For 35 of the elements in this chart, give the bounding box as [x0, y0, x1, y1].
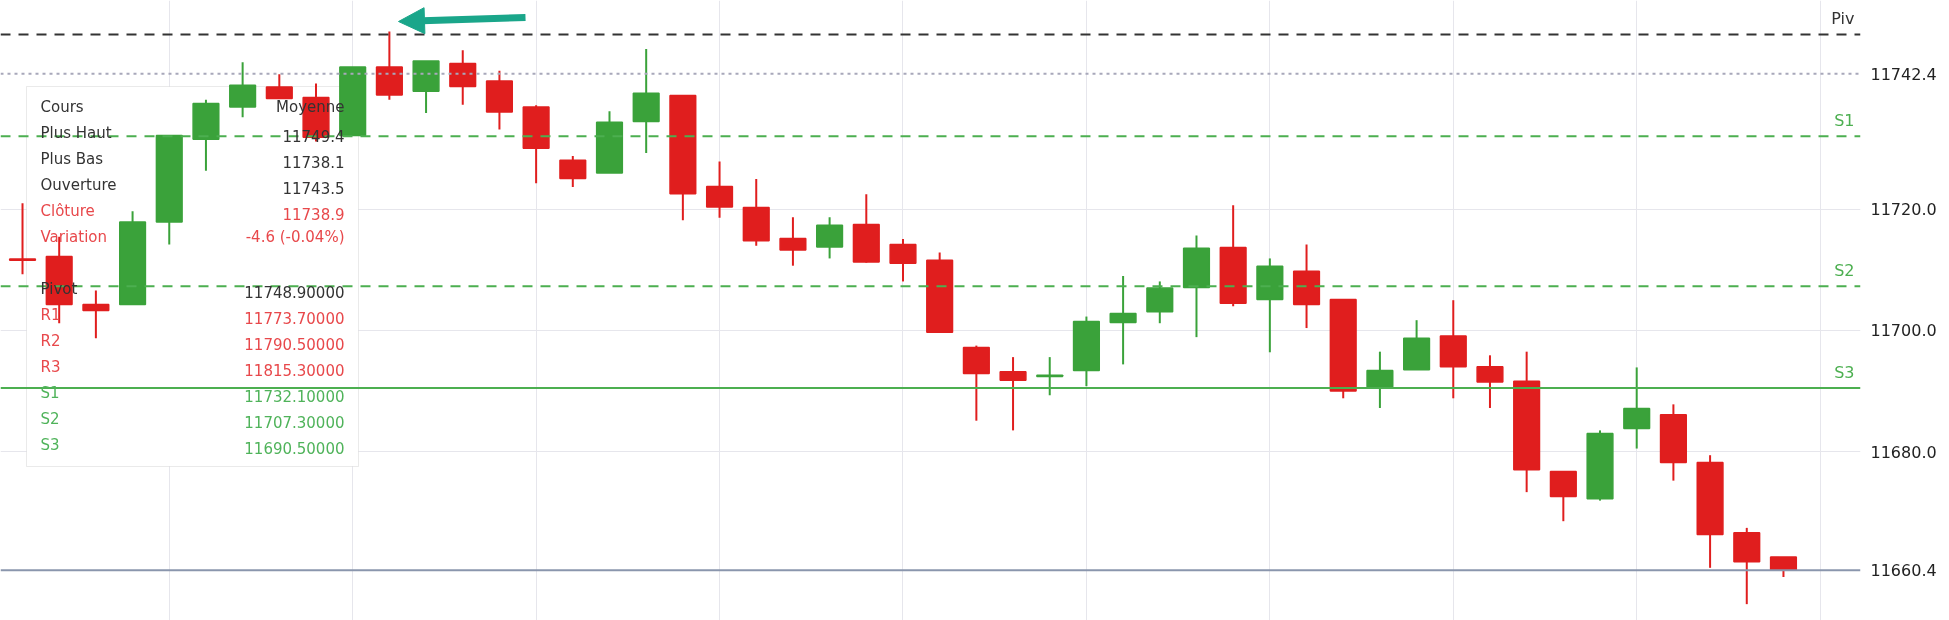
candlestick — [999, 356, 1027, 432]
y-tick-label: 11720.0 — [1870, 200, 1937, 220]
ref-line-label: S3 — [1834, 363, 1855, 382]
annotation: S1 — [40, 383, 60, 402]
y-tick-label: 11680.0 — [1870, 442, 1937, 462]
annotation: 11815.30000 — [244, 361, 345, 380]
annotation: S2 — [40, 409, 60, 428]
annotation: 11738.9 — [282, 205, 345, 224]
annotation: S3 — [40, 435, 60, 454]
annotation: 11773.70000 — [244, 309, 345, 328]
ref-line-label: 11742.4 — [1870, 64, 1937, 84]
annotation: 11690.50000 — [244, 439, 345, 458]
annotation: 11790.50000 — [244, 335, 345, 354]
annotation: -4.6 (-0.04%) — [245, 227, 345, 246]
annotation: 11732.10000 — [244, 387, 345, 406]
annotation: 11738.1 — [282, 153, 345, 172]
annotation: Plus Bas — [40, 149, 104, 168]
annotation: 11748.90000 — [244, 283, 345, 302]
candlestick — [8, 202, 37, 276]
annotation: 11743.5 — [282, 179, 345, 198]
candlestick — [82, 289, 110, 340]
annotation: Cours — [40, 97, 84, 116]
annotation: 11707.30000 — [244, 413, 345, 432]
annotation: Ouverture — [40, 175, 117, 194]
ref-line-label: 11660.4 — [1870, 561, 1937, 581]
candlestick — [1109, 274, 1137, 366]
annotation: Variation — [40, 227, 108, 246]
annotation: R2 — [40, 331, 61, 350]
ref-line-label: S2 — [1834, 261, 1855, 281]
ref-line-label: S1 — [1834, 111, 1855, 131]
annotation: R3 — [40, 357, 61, 376]
annotation: Plus Haut — [40, 123, 112, 142]
y-tick-label: 11700.0 — [1870, 321, 1937, 341]
annotation: Clôture — [40, 201, 95, 220]
ref-line-label: Piv — [1831, 9, 1855, 29]
